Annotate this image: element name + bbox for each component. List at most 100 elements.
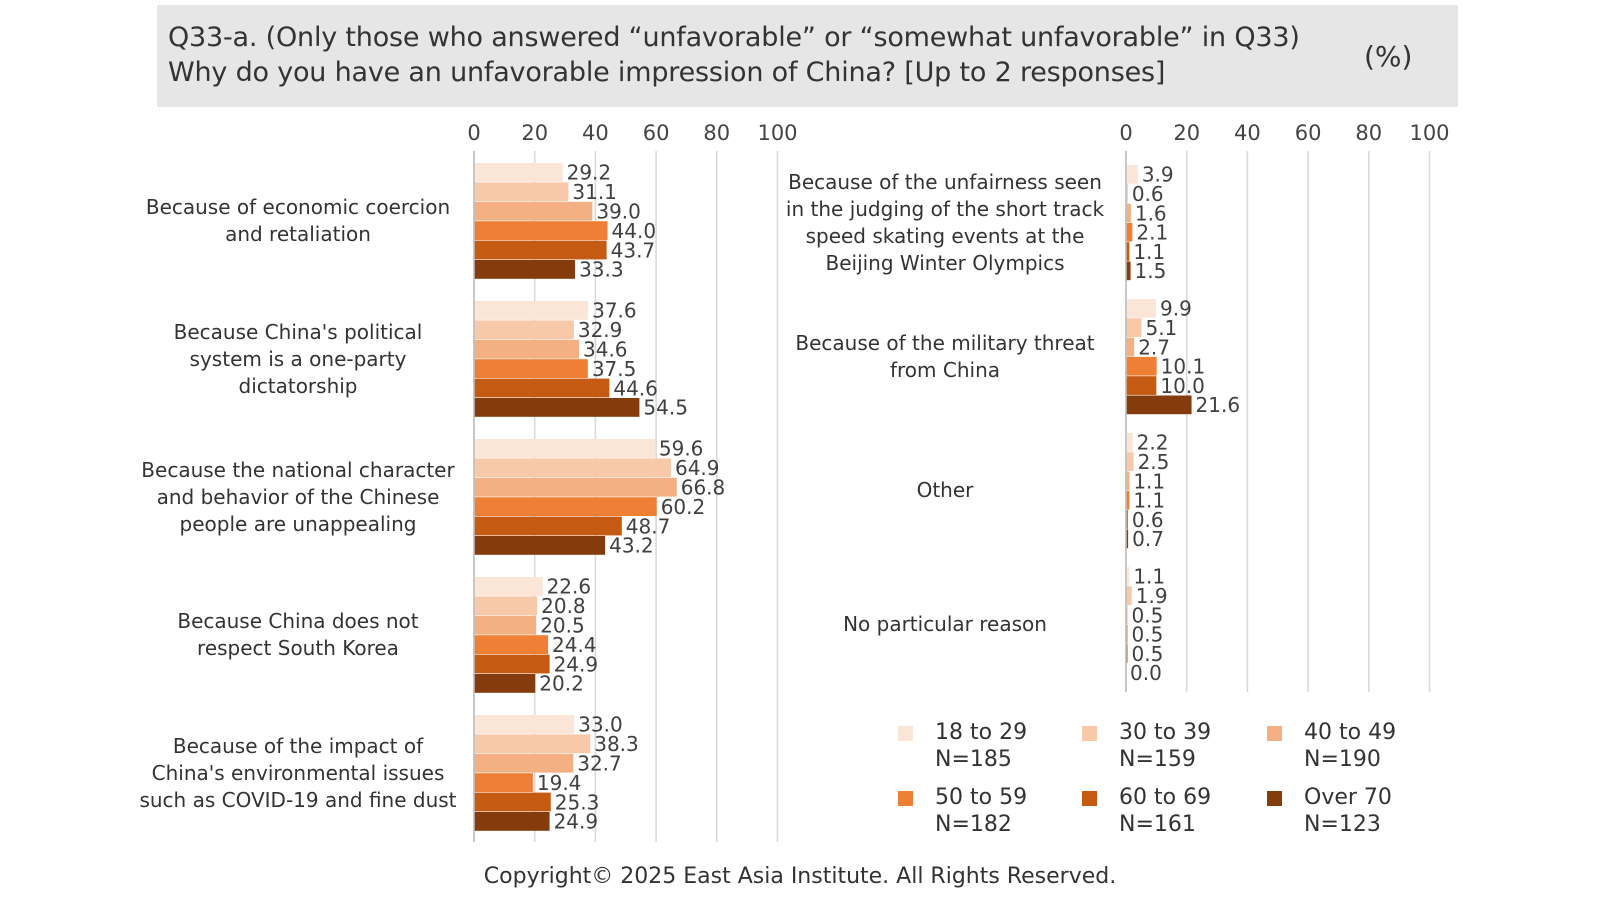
data-label: 44.0	[612, 219, 657, 243]
category-label: Other	[780, 477, 1110, 504]
legend-item: 60 to 69 N=161	[1082, 785, 1252, 845]
category-label-line: Because the national character	[141, 457, 455, 482]
data-label: 1.1	[1133, 469, 1165, 493]
bar-2-3-5	[1126, 510, 1128, 529]
data-label: 2.7	[1138, 335, 1170, 359]
bar-2-1-2	[1126, 184, 1128, 203]
data-label: 38.3	[594, 732, 639, 756]
data-label: 9.9	[1160, 297, 1192, 321]
bar-2-2-6	[1126, 395, 1192, 415]
data-label: 1.1	[1133, 565, 1165, 589]
chart-header: Q33-a. (Only those who answered “unfavor…	[157, 5, 1458, 107]
legend-range-label: 18 to 29	[935, 720, 1028, 745]
legend-swatch	[1267, 726, 1282, 741]
legend-swatch	[1082, 726, 1097, 741]
bar-1-5-3	[474, 753, 574, 773]
data-label: 2.5	[1138, 450, 1170, 474]
bar-2-3-3	[1126, 471, 1130, 491]
data-label: 20.2	[539, 672, 584, 696]
category-label: Because the national character and behavi…	[138, 457, 458, 538]
chart-title-line-1: Q33-a. (Only those who answered “unfavor…	[168, 22, 1300, 53]
category-label-line: system is a one-party	[189, 346, 407, 371]
data-label: 24.9	[554, 652, 599, 676]
data-label: 43.7	[611, 238, 656, 262]
data-label: 2.1	[1136, 221, 1168, 245]
data-label: 24.9	[554, 810, 599, 834]
bar-1-1-1	[474, 163, 563, 182]
chart-panel-1: 0 20 40 60 80 100 29.231.139.044.043.733.3 37.6…	[467, 121, 798, 842]
data-label: 0.6	[1132, 182, 1164, 206]
bar-1-2-1	[474, 301, 589, 320]
bar-2-1-3	[1126, 203, 1131, 223]
x-tick-label: 100	[757, 121, 797, 145]
data-label: 0.5	[1132, 623, 1164, 647]
bar-1-4-4	[474, 635, 549, 654]
x-tick-label: 40	[1234, 121, 1261, 145]
data-label: 0.5	[1132, 642, 1164, 666]
data-label: 25.3	[555, 790, 600, 814]
bar-1-4-1	[474, 577, 543, 596]
data-label: 1.6	[1135, 201, 1167, 225]
legend-swatch	[1267, 791, 1282, 806]
category-label-line: and behavior of the Chinese	[156, 484, 440, 509]
bar-1-5-6	[474, 812, 550, 831]
unit-label: (%)	[1364, 40, 1413, 73]
bar-1-3-1	[474, 439, 655, 458]
legend-range-label: 40 to 49	[1304, 720, 1397, 745]
category-label-line: people are unappealing	[179, 511, 417, 536]
bar-2-3-2	[1126, 452, 1134, 471]
bar-1-1-4	[474, 221, 608, 240]
bar-1-3-5	[474, 516, 622, 536]
x-tick-label: 80	[1355, 121, 1382, 145]
data-label: 31.1	[572, 180, 617, 204]
bar-1-4-6	[474, 674, 536, 693]
legend-sample-size: N=123	[1304, 812, 1381, 837]
bar-1-1-5	[474, 240, 607, 260]
category-label: No particular reason	[780, 611, 1110, 638]
category-label: Because of the military threat from China	[780, 330, 1110, 384]
legend-swatch	[898, 726, 913, 741]
bar-2-2-2	[1126, 318, 1142, 337]
data-label: 3.9	[1142, 163, 1174, 187]
category-label: Because of the impact of China's environm…	[138, 733, 458, 814]
bar-2-4-1	[1126, 567, 1130, 586]
legend-item: 40 to 49 N=190	[1267, 720, 1437, 780]
data-label: 54.5	[643, 396, 688, 420]
x-tick-label: 20	[1173, 121, 1200, 145]
bar-2-2-4	[1126, 356, 1157, 376]
chart-panel-2: 0 20 40 60 80 1003.90.61.62.11.11.59.95.12.71…	[1119, 121, 1450, 692]
legend-sample-size: N=190	[1304, 747, 1381, 772]
bar-1-3-4	[474, 497, 657, 516]
x-tick-label: 100	[1409, 121, 1449, 145]
data-label: 32.7	[577, 752, 622, 776]
category-label-line: from China	[889, 357, 1001, 382]
data-label: 34.6	[583, 338, 628, 362]
data-label: 0.0	[1130, 661, 1162, 685]
data-label: 33.3	[579, 258, 624, 282]
x-tick-label: 40	[582, 121, 609, 145]
category-label-line: Because of the military threat	[795, 330, 1095, 355]
category-label-line: Because China's political	[173, 319, 423, 344]
bar-2-3-4	[1126, 490, 1130, 510]
category-label-line: in the judging of the short track	[785, 196, 1105, 221]
data-label: 20.8	[541, 594, 586, 618]
legend-swatch	[1082, 791, 1097, 806]
bar-2-2-1	[1126, 299, 1157, 318]
data-label: 39.0	[596, 200, 641, 224]
category-label: Because China's political system is a one…	[138, 319, 458, 400]
data-label: 33.0	[578, 713, 623, 737]
category-label: Because China does not respect South Kore…	[138, 608, 458, 662]
x-tick-label: 60	[1295, 121, 1322, 145]
bar-1-3-6	[474, 536, 606, 555]
bar-2-2-3	[1126, 337, 1135, 357]
data-label: 5.1	[1145, 316, 1177, 340]
bar-1-5-2	[474, 734, 591, 754]
x-tick-label: 20	[521, 121, 548, 145]
chart-title-line-2: Why do you have an unfavorable impressio…	[168, 57, 1166, 88]
category-label-line: and retaliation	[225, 222, 371, 247]
bar-2-3-1	[1126, 433, 1133, 452]
legend-item: 50 to 59 N=182	[898, 785, 1068, 845]
bar-2-2-5	[1126, 376, 1157, 395]
category-label-line: No particular reason	[843, 612, 1047, 637]
legend-range-label: Over 70	[1304, 785, 1392, 810]
